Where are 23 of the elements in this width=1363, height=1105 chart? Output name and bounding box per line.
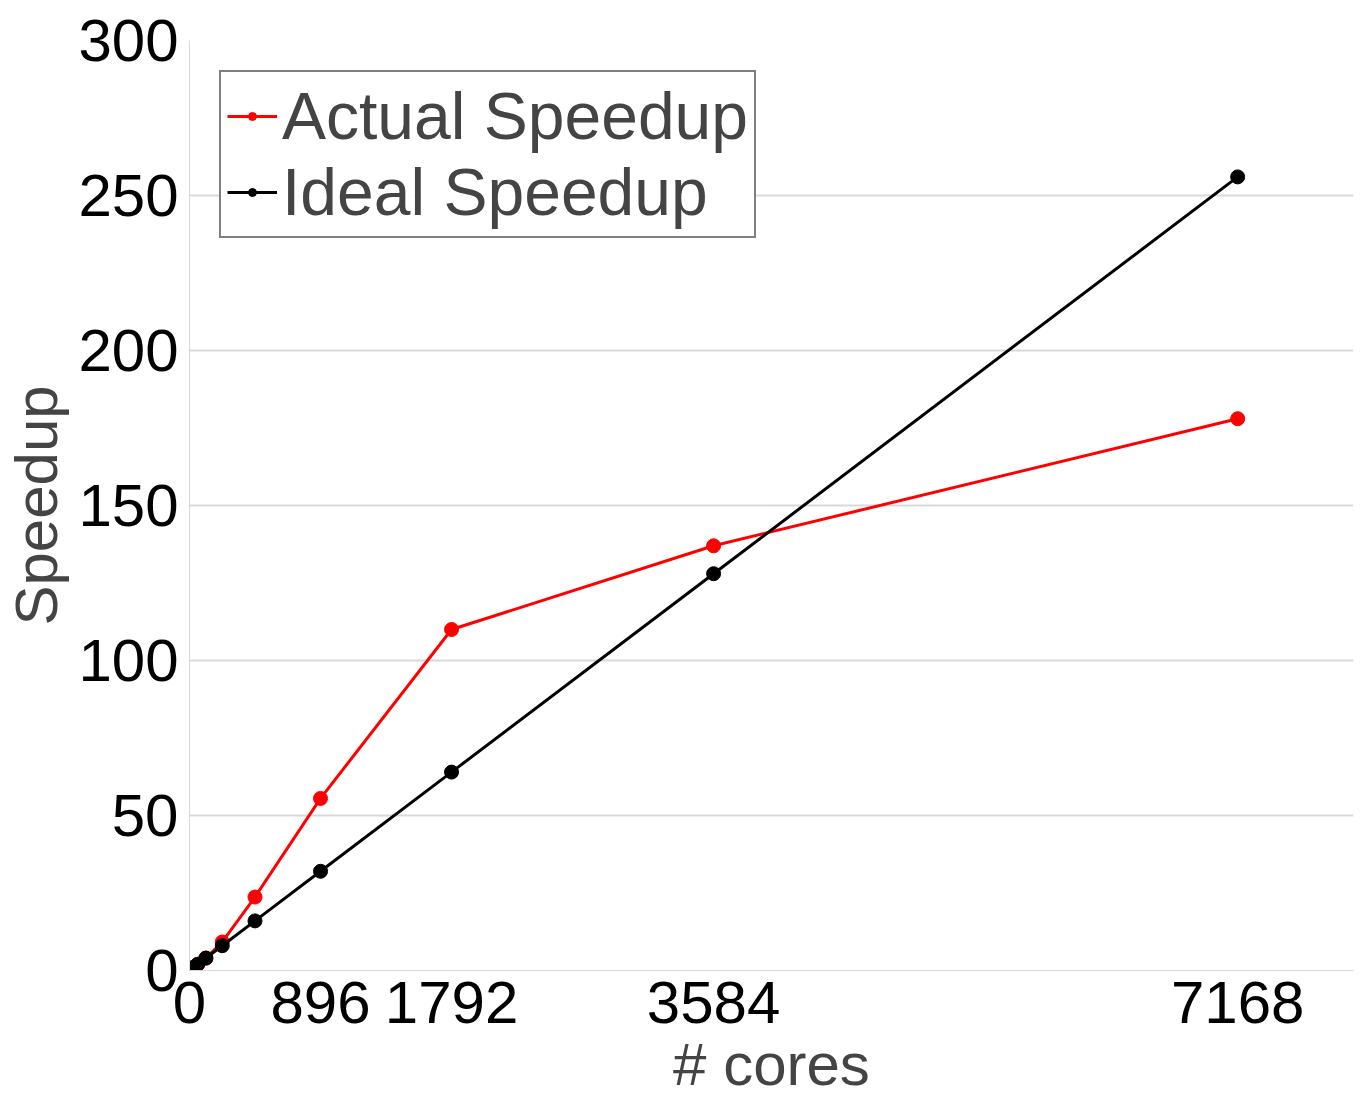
y-tick-label: 100 — [78, 627, 179, 694]
y-tick-label: 50 — [111, 782, 179, 849]
point — [247, 913, 263, 929]
point — [313, 790, 329, 806]
point — [313, 863, 329, 879]
point — [706, 538, 722, 554]
y-tick-label: 300 — [78, 7, 179, 74]
point — [444, 764, 460, 780]
point — [247, 889, 263, 905]
point — [706, 566, 722, 582]
point — [214, 938, 230, 954]
y-tick-label: 200 — [78, 317, 179, 384]
x-tick-label: 7168 — [1170, 968, 1305, 1036]
legend-label: Ideal Speedup — [282, 154, 708, 230]
point — [444, 622, 460, 637]
point — [1230, 169, 1246, 185]
y-tick-label: 250 — [78, 162, 179, 229]
y-axis-title: Speedup — [3, 385, 71, 626]
point — [1230, 411, 1246, 427]
x-tick-label: 1792 — [384, 968, 519, 1036]
legend-label: Actual Speedup — [282, 78, 749, 154]
y-tick-label: 150 — [78, 472, 179, 539]
x-tick-label: 896 — [270, 968, 371, 1036]
